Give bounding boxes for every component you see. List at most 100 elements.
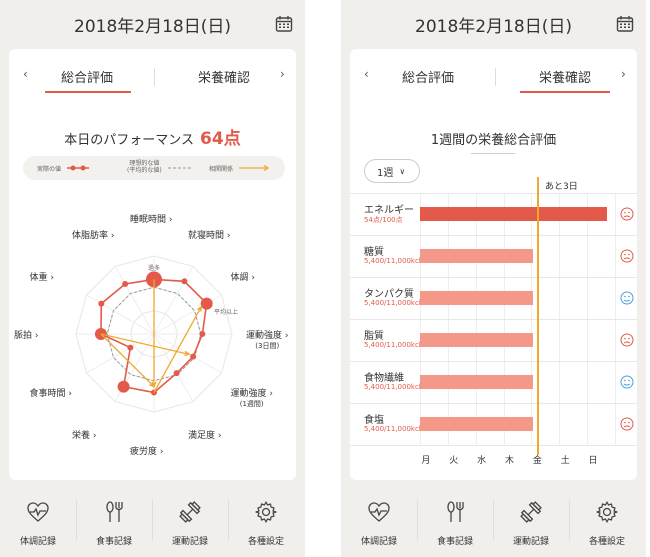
nav-settings[interactable]: 各種設定	[569, 482, 645, 557]
radar-axis-label-text: 運動強度	[230, 389, 267, 399]
frown-face-icon	[620, 206, 634, 225]
nutrient-name: 食物繊維	[364, 373, 404, 384]
radar-spoke	[114, 266, 155, 335]
tab-divider	[154, 68, 155, 86]
nav-health-label: 体調記録	[360, 537, 397, 547]
nutrient-bar	[420, 375, 534, 389]
chevron-right-icon: ›	[108, 230, 115, 241]
legend-correlation: 相関関係	[209, 156, 271, 180]
nav-divider	[417, 500, 418, 540]
nutrient-name: 脂質	[364, 331, 384, 342]
tab-divider	[495, 68, 496, 86]
radar-axis-label[interactable]: 栄養 ›	[72, 428, 96, 441]
calendar-icon[interactable]	[616, 15, 634, 33]
average-label: 平均以上	[214, 308, 238, 316]
radar-axis-sublabel: (3日間)	[255, 342, 280, 350]
radar-axis-label-text: 脈拍	[14, 331, 33, 341]
active-tab-underline	[520, 91, 610, 93]
actual-point	[127, 344, 134, 351]
radar-axis-label-text: 体重	[29, 273, 48, 283]
chevron-right-icon: ›	[166, 215, 173, 225]
nav-settings-label: 各種設定	[588, 537, 625, 547]
fork-spoon-icon	[106, 501, 123, 522]
header: 2018年2月18日(日)	[341, 0, 646, 48]
radar-axis-label-text: 体調	[230, 273, 249, 283]
nav-meal-record[interactable]: 食事記録	[417, 482, 493, 557]
radar-axis-label[interactable]: 睡眠時間 ›	[130, 212, 172, 225]
main-card: ‹ 総合評価 栄養確認 › 本日のパフォーマンス 64点 実際の値 理想的な値 (…	[9, 49, 296, 480]
nav-health-record[interactable]: 体調記録	[0, 482, 76, 557]
next-tab-chevron-icon[interactable]: ›	[280, 67, 285, 81]
performance-heading: 本日のパフォーマンス 64点	[9, 124, 296, 149]
nav-divider	[569, 500, 570, 540]
calendar-icon[interactable]	[275, 15, 293, 33]
nav-health-record[interactable]: 体調記録	[341, 482, 417, 557]
period-select[interactable]: 1週 ∨	[364, 159, 420, 183]
radar-axis-label-text: 体脂肪率	[72, 230, 109, 241]
next-tab-chevron-icon[interactable]: ›	[621, 67, 626, 81]
radar-axis-label-text: 疲労度	[130, 447, 158, 457]
radar-axis-label[interactable]: 体調 ›	[230, 270, 254, 283]
day-label: 木	[504, 456, 514, 466]
radar-axis-label[interactable]: 運動強度 › (1週間)	[230, 386, 272, 409]
radar-axis-label-text: 栄養	[72, 431, 91, 442]
nutrient-name: 食塩	[364, 415, 384, 426]
tab-nutrition[interactable]: 栄養確認	[538, 71, 591, 86]
nutrient-value: 54点/100点	[364, 216, 403, 224]
nav-exercise-record[interactable]: 運動記録	[152, 482, 228, 557]
legend-actual-label: 実際の値	[37, 165, 62, 173]
nav-settings[interactable]: 各種設定	[228, 482, 304, 557]
right-screen: 2018年2月18日(日) ‹ 総合評価 栄養確認 › 1週間の栄養総合評価 1…	[341, 0, 646, 557]
chevron-right-icon: ›	[215, 431, 222, 442]
legend-correlation-label: 相関関係	[209, 165, 234, 173]
tab-nutrition[interactable]: 栄養確認	[197, 71, 250, 86]
section-title-underline	[471, 153, 515, 154]
actual-point	[98, 300, 105, 307]
actual-point	[190, 353, 197, 360]
date-title: 2018年2月18日(日)	[74, 17, 231, 37]
active-tab-underline	[45, 91, 131, 93]
radar-axis-label-text: 運動強度	[246, 331, 283, 341]
nutrient-bar	[420, 207, 608, 221]
nav-meal-label: 食事記録	[436, 537, 473, 547]
actual-point	[199, 331, 206, 337]
correlation-arrowhead	[184, 350, 191, 356]
radar-axis-label[interactable]: 脈拍 ›	[14, 328, 38, 341]
radar-axis-label[interactable]: 疲労度 ›	[130, 444, 163, 457]
main-card: ‹ 総合評価 栄養確認 › 1週間の栄養総合評価 1週 ∨ エネルギー 54点/1…	[350, 49, 637, 480]
tab-overall[interactable]: 総合評価	[60, 71, 113, 86]
radar-axis-label[interactable]: 体重 ›	[30, 270, 54, 283]
nutrient-value: 5,400/11,000kcl	[364, 299, 421, 307]
nav-meal-record[interactable]: 食事記録	[76, 482, 152, 557]
nav-divider	[152, 500, 153, 540]
prev-tab-chevron-icon[interactable]: ‹	[364, 67, 369, 81]
radar-spoke	[153, 266, 194, 335]
nutrient-name: 糖質	[364, 247, 384, 258]
day-label: 金	[532, 456, 542, 466]
radar-axis-label[interactable]: 食事時間 ›	[30, 386, 72, 399]
radar-axis-label[interactable]: 就寝時間 ›	[188, 228, 230, 241]
radar-axis-label[interactable]: 体脂肪率 ›	[72, 228, 114, 241]
nav-exercise-record[interactable]: 運動記録	[493, 482, 569, 557]
radar-axis-label[interactable]: 運動強度 › (3日間)	[246, 328, 288, 351]
nav-meal-label: 食事記録	[95, 537, 132, 547]
correlation-arrow	[100, 333, 155, 388]
row-divider	[350, 319, 637, 320]
tab-overall[interactable]: 総合評価	[401, 71, 454, 86]
smiley-face-icon	[620, 374, 634, 393]
row-divider	[350, 193, 637, 194]
actual-point	[122, 281, 129, 288]
date-title: 2018年2月18日(日)	[415, 17, 572, 37]
row-divider	[350, 403, 637, 404]
prev-tab-chevron-icon[interactable]: ‹	[23, 67, 28, 81]
nutrient-bar	[420, 291, 534, 305]
radar-axis-label-text: 食事時間	[29, 389, 66, 399]
gear-icon	[596, 501, 618, 523]
day-label: 水	[477, 456, 487, 466]
chevron-right-icon: ›	[65, 389, 73, 399]
radar-axis-label[interactable]: 満足度 ›	[188, 428, 221, 441]
left-screen: 2018年2月18日(日) ‹ 総合評価 栄養確認 › 本日のパフォーマンス 64…	[0, 0, 305, 557]
correlation-arrow	[153, 306, 202, 393]
legend-correlation-swatch	[239, 164, 270, 172]
heart-pulse-icon	[27, 502, 49, 522]
